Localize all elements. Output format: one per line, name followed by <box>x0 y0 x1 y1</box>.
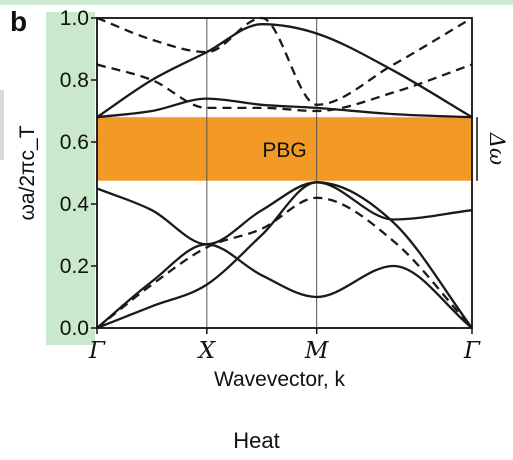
x-axis-title: Wavevector, k <box>214 368 346 391</box>
x-tick-label-2: M <box>304 338 330 364</box>
x-tick-label-1: X <box>197 338 217 364</box>
y-tick-label-0: 0.0 <box>60 317 89 340</box>
band-curves <box>97 16 472 328</box>
x-tick-label-0: Γ <box>88 338 106 364</box>
band-gap-width-label: Δω <box>485 132 509 165</box>
y-tick-label-5: 1.0 <box>60 7 89 30</box>
caption: Heat <box>233 428 280 453</box>
band-curve-3-solid <box>97 181 472 246</box>
y-axis-title: ωa/2πc_T <box>16 125 39 220</box>
panel-label: b <box>10 6 28 37</box>
band-curve-8-dashed <box>97 16 472 106</box>
y-tick-label-2: 0.4 <box>60 193 90 216</box>
y-tick-label-1: 0.2 <box>60 255 89 278</box>
band-curve-2-solid <box>97 243 472 328</box>
y-tick-label-4: 0.8 <box>60 69 89 92</box>
band-gap-label: PBG <box>262 139 306 162</box>
band-curve-5-solid <box>97 23 472 119</box>
band-curve-6-dashed <box>97 196 472 328</box>
top-strip <box>0 0 513 5</box>
band-curve-4-solid <box>97 97 472 119</box>
y-axis-highlight <box>46 12 95 345</box>
plot-frame <box>96 17 473 329</box>
left-edge-fragment <box>0 90 4 160</box>
y-tick-label-3: 0.6 <box>60 131 89 154</box>
x-tick-label-3: Γ <box>463 338 481 364</box>
band-gap-region <box>97 117 472 181</box>
